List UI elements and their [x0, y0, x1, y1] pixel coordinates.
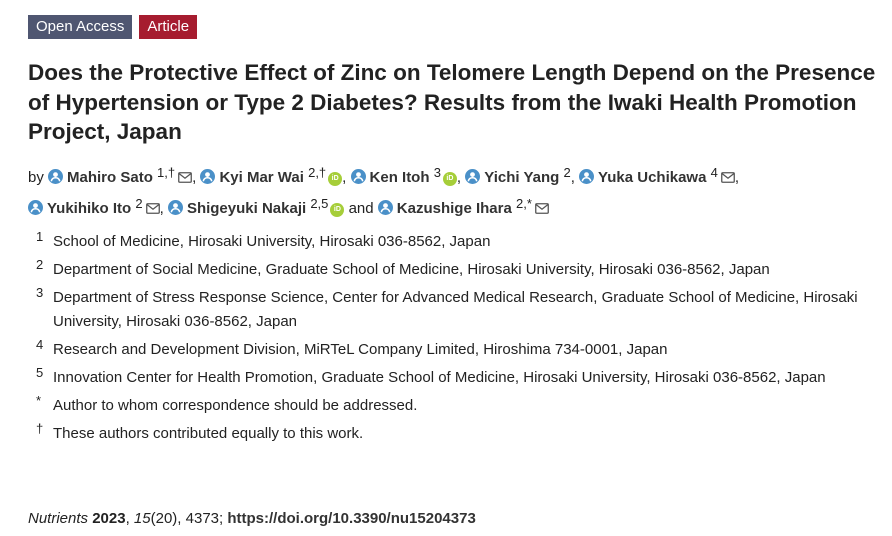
author: Yichi Yang 2,	[465, 165, 575, 186]
citation-line: Nutrients 2023, 15(20), 4373; https://do…	[28, 510, 476, 527]
affiliation-superscript: 1,†	[157, 165, 176, 180]
by-label: by	[28, 169, 44, 186]
author-name[interactable]: Mahiro Sato	[67, 169, 153, 186]
affiliation-item: 1 School of Medicine, Hirosaki University…	[28, 229, 878, 254]
affiliation-marker: 3	[36, 285, 44, 300]
affiliation-text: Department of Stress Response Science, C…	[53, 289, 858, 330]
affiliation-item: 2 Department of Social Medicine, Graduate…	[28, 257, 878, 282]
mail-icon[interactable]	[720, 166, 735, 191]
affiliation-superscript: 2	[135, 196, 143, 211]
author-name[interactable]: Ken Itoh	[369, 169, 430, 186]
affiliation-superscript: 2,†	[308, 165, 327, 180]
orcid-icon[interactable]: iD	[330, 203, 345, 217]
mail-icon[interactable]	[178, 166, 193, 191]
author: Shigeyuki Nakaji 2,5 iD	[167, 196, 345, 217]
mail-icon[interactable]	[535, 197, 549, 222]
author: Kazushige Ihara 2,*	[377, 196, 549, 217]
citation-journal: Nutrients	[28, 510, 89, 527]
affiliation-item: 5 Innovation Center for Health Promotion,…	[28, 365, 878, 390]
affiliation-text: Author to whom correspondence should be …	[53, 397, 418, 414]
affiliation-list: 1 School of Medicine, Hirosaki University…	[28, 229, 878, 450]
person-icon[interactable]	[350, 169, 366, 184]
author-name[interactable]: Kazushige Ihara	[396, 200, 512, 217]
person-icon[interactable]	[28, 200, 43, 215]
author-name[interactable]: Yukihiko Ito	[47, 200, 132, 217]
author-name[interactable]: Yuka Uchikawa	[598, 169, 707, 186]
affiliation-marker: †	[36, 421, 44, 436]
affiliation-marker: 4	[36, 337, 44, 352]
affiliation-text: School of Medicine, Hirosaki University,…	[53, 233, 491, 250]
affiliation-text: These authors contributed equally to thi…	[53, 425, 364, 442]
person-icon[interactable]	[167, 200, 183, 215]
citation-year: 2023	[92, 510, 126, 527]
person-icon[interactable]	[200, 169, 216, 184]
doi-link[interactable]: https://doi.org/10.3390/nu15204373	[227, 510, 476, 527]
affiliation-marker: *	[36, 393, 42, 408]
affiliation-superscript: 4	[710, 165, 718, 180]
affiliation-item: 4 Research and Development Division, MiRT…	[28, 337, 878, 362]
citation-volume: 15	[133, 510, 151, 527]
person-icon[interactable]	[48, 169, 64, 184]
person-icon[interactable]	[465, 169, 481, 184]
affiliation-text: Innovation Center for Health Promotion, …	[53, 369, 826, 386]
citation-pages: 4373	[185, 510, 220, 527]
affiliation-superscript: 2,*	[516, 196, 532, 211]
badge-row: Open Access Article	[28, 15, 198, 39]
affiliation-item: 3 Department of Stress Response Science, …	[28, 285, 878, 334]
open-access-badge[interactable]: Open Access	[28, 15, 133, 39]
person-icon[interactable]	[579, 169, 595, 184]
author-name[interactable]: Shigeyuki Nakaji	[186, 200, 307, 217]
affiliation-text: Department of Social Medicine, Graduate …	[53, 261, 770, 278]
affiliation-text: Research and Development Division, MiRTe…	[53, 341, 668, 358]
and-label: and	[348, 200, 374, 217]
author-list: by Mahiro Sato 1,†, Kyi Mar Wai 2,† iD, K…	[28, 160, 878, 222]
author: Kyi Mar Wai 2,† iD,	[200, 165, 346, 186]
author: Ken Itoh 3 iD,	[350, 165, 461, 186]
affiliation-marker: 2	[36, 257, 44, 272]
affiliation-item: * Author to whom correspondence should be…	[28, 393, 878, 418]
orcid-icon[interactable]: iD	[328, 172, 343, 186]
affiliation-superscript: 3	[433, 165, 441, 180]
affiliation-marker: 1	[36, 229, 44, 244]
author-name[interactable]: Yichi Yang	[484, 169, 560, 186]
author: Yuka Uchikawa 4,	[579, 165, 739, 186]
affiliation-item: † These authors contributed equally to th…	[28, 421, 878, 446]
mail-icon[interactable]	[145, 197, 160, 222]
orcid-icon[interactable]: iD	[442, 172, 457, 186]
affiliation-superscript: 2	[563, 165, 571, 180]
author: Mahiro Sato 1,†,	[48, 165, 196, 186]
author-name[interactable]: Kyi Mar Wai	[219, 169, 304, 186]
person-icon[interactable]	[377, 200, 393, 215]
citation-issue: (20)	[150, 510, 178, 527]
article-type-badge[interactable]: Article	[139, 15, 198, 39]
affiliation-superscript: 2,5	[310, 196, 329, 211]
article-title: Does the Protective Effect of Zinc on Te…	[28, 60, 876, 144]
affiliation-marker: 5	[36, 365, 44, 380]
author: Yukihiko Ito 2,	[28, 196, 164, 217]
